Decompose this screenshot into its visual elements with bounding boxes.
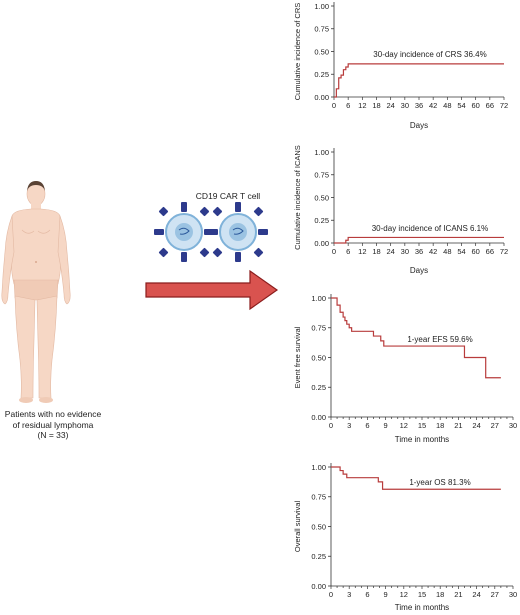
x-tick-label: 6 (365, 421, 369, 430)
x-tick-label: 6 (365, 590, 369, 599)
y-tick-label: 0.50 (311, 353, 326, 362)
x-tick-label: 9 (384, 421, 388, 430)
y-axis-label: Overall survival (293, 501, 302, 553)
x-tick-label: 24 (472, 421, 480, 430)
annotation-label: 30-day incidence of ICANS 6.1% (372, 224, 489, 233)
x-tick-label: 15 (418, 421, 426, 430)
x-tick-label: 42 (429, 101, 437, 110)
x-tick-label: 6 (346, 247, 350, 256)
x-tick-label: 27 (491, 590, 499, 599)
y-tick-label: 0.75 (314, 171, 329, 180)
y-tick-label: 1.00 (311, 463, 326, 472)
patient-caption: Patients with no evidence of residual ly… (0, 409, 106, 441)
chart-panel-4: 0.00 0.25 0.50 0.75 1.00 0 3 6 9 12 15 18 21 24 27 30 Ti… (293, 463, 517, 612)
x-tick-label: 36 (415, 247, 423, 256)
x-tick-label: 48 (443, 247, 451, 256)
x-tick-label: 42 (429, 247, 437, 256)
y-axis-label: Event free survival (293, 326, 302, 388)
x-tick-label: 12 (400, 590, 408, 599)
patient-body-illustration (1, 181, 71, 403)
y-tick-label: 1.00 (311, 294, 326, 303)
annotation-label: 1-year OS 81.3% (409, 478, 470, 487)
x-tick-label: 72 (500, 247, 508, 256)
patient-caption-line1: Patients with no evidence (4, 409, 102, 419)
x-tick-label: 66 (486, 247, 494, 256)
x-tick-label: 48 (443, 101, 451, 110)
x-tick-label: 24 (386, 101, 394, 110)
y-axis-label: Cumulative incidence of CRS (293, 3, 302, 101)
y-tick-label: 0.50 (314, 47, 329, 56)
patient-caption-line2: of residual lymphoma (12, 419, 94, 430)
y-tick-label: 0.75 (311, 493, 326, 502)
x-tick-label: 30 (509, 590, 517, 599)
x-tick-label: 54 (457, 101, 465, 110)
series-line-1 (331, 466, 501, 490)
y-tick-label: 0.25 (314, 216, 329, 225)
x-tick-label: 0 (332, 247, 336, 256)
x-tick-label: 0 (332, 101, 336, 110)
y-tick-label: 0.00 (314, 239, 329, 248)
x-tick-label: 18 (436, 421, 444, 430)
x-tick-label: 18 (436, 590, 444, 599)
x-tick-label: 9 (384, 590, 388, 599)
x-tick-label: 24 (386, 247, 394, 256)
x-tick-label: 3 (347, 590, 351, 599)
x-tick-label: 27 (491, 421, 499, 430)
x-tick-label: 21 (454, 590, 462, 599)
x-axis-label: Days (410, 266, 428, 275)
y-tick-label: 0.50 (311, 522, 326, 531)
series-line-1 (334, 236, 504, 244)
y-tick-label: 0.25 (311, 552, 326, 561)
x-tick-label: 12 (358, 247, 366, 256)
x-tick-label: 72 (500, 101, 508, 110)
car-t-cell-title: CD19 CAR T cell (195, 191, 261, 201)
x-tick-label: 0 (329, 590, 333, 599)
y-tick-label: 1.00 (314, 2, 329, 11)
x-tick-label: 18 (372, 101, 380, 110)
x-tick-label: 12 (358, 101, 366, 110)
x-tick-label: 54 (457, 247, 465, 256)
y-tick-label: 0.00 (311, 582, 326, 591)
series-line-1 (334, 63, 504, 98)
y-tick-label: 0.00 (314, 93, 329, 102)
x-axis-label: Days (410, 121, 428, 130)
x-tick-label: 6 (346, 101, 350, 110)
x-tick-label: 66 (486, 101, 494, 110)
y-tick-label: 0.50 (314, 193, 329, 202)
x-tick-label: 36 (415, 101, 423, 110)
x-tick-label: 12 (400, 421, 408, 430)
chart-panel-2: 0.00 0.25 0.50 0.75 1.00 0 6 12 18 24 30 36 42 48 54 60… (293, 145, 508, 275)
x-axis-label: Time in months (395, 603, 449, 612)
charts-group: 0.000.250.500.751.000 6 12 18 24 30 36 42 48 54 60… (293, 2, 517, 612)
x-tick-label: 3 (347, 421, 351, 430)
y-axis-label: Cumulative incidence of ICANS (293, 145, 302, 250)
x-tick-label: 30 (401, 101, 409, 110)
x-tick-label: 30 (509, 421, 517, 430)
y-tick-label: 0.25 (311, 383, 326, 392)
x-tick-label: 30 (401, 247, 409, 256)
y-tick-label: 0.75 (311, 324, 326, 333)
series-line-1 (331, 297, 501, 379)
y-tick-label: 0.75 (314, 25, 329, 34)
chart-panel-1: 0.00 0.25 0.50 0.75 1.00 0 6 12 18 24 30 36 42 48 54 60… (293, 2, 508, 130)
x-tick-label: 21 (454, 421, 462, 430)
x-tick-label: 0 (329, 421, 333, 430)
annotation-label: 30-day incidence of CRS 36.4% (373, 50, 486, 59)
car-t-cell-left (154, 202, 214, 262)
chart-panel-3: 0.00 0.25 0.50 0.75 1.00 0 3 6 9 12 15 18 21 24 27 30 Ti… (293, 294, 517, 444)
x-tick-label: 60 (471, 101, 479, 110)
x-tick-label: 18 (372, 247, 380, 256)
y-tick-label: 0.00 (311, 413, 326, 422)
patient-caption-line3: (N = 33) (37, 430, 69, 440)
y-tick-label: 1.00 (314, 148, 329, 157)
annotation-label: 1-year EFS 59.6% (407, 335, 472, 344)
x-tick-label: 24 (472, 590, 480, 599)
car-t-cell-right (208, 202, 268, 262)
x-tick-label: 60 (471, 247, 479, 256)
treatment-arrow (145, 269, 279, 311)
x-axis-label: Time in months (395, 435, 449, 444)
x-tick-label: 15 (418, 590, 426, 599)
y-tick-label: 0.25 (314, 70, 329, 79)
